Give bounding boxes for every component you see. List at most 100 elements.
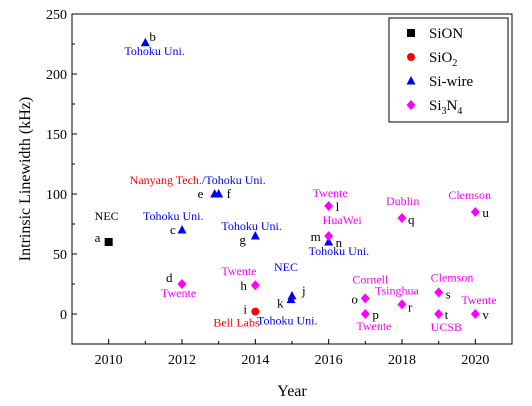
legend-text: Si (429, 98, 442, 114)
point-label-u: Clemson (448, 188, 491, 202)
marker-siwire-c (177, 225, 187, 234)
legend-text: Si-wire (429, 74, 474, 90)
point-label-c: Tohoku Uni. (143, 209, 204, 223)
marker-si3n4-q (397, 213, 407, 223)
point-letter-p: p (372, 307, 379, 322)
point-label-h: Twente (221, 264, 256, 278)
point-label-a: NEC (95, 209, 119, 223)
point-label-g: Tohoku Uni. (221, 219, 281, 233)
marker-si3n4-u (470, 207, 480, 217)
annotation-part-a: Nanyang Tech. (130, 173, 202, 187)
point-letter-f: f (227, 186, 232, 201)
marker-sio2-i (251, 307, 260, 316)
y-tick-label-200: 200 (46, 68, 67, 83)
point-label-s: Clemson (431, 270, 474, 284)
legend-subscript: 3 (442, 106, 447, 117)
point-letter-h: h (240, 278, 247, 293)
point-label-o: Cornell (352, 272, 389, 286)
axis-ticks: 2010 2012 2014 2016 2018 2020 0 50 100 150 200 250 (46, 8, 513, 368)
annotation-nanyang: Nanyang Tech./Tohoku Uni. (130, 173, 266, 187)
point-letter-r: r (408, 299, 413, 314)
point-letter-e: e (198, 186, 204, 201)
point-label-b: Tohoku Uni. (124, 44, 185, 58)
marker-siwire-n (324, 237, 334, 246)
marker-siwire-k (286, 294, 296, 304)
marker-si3n4-t (434, 309, 444, 319)
point-label-m: HuaWei (323, 213, 363, 227)
point-label-l: Twente (313, 186, 348, 200)
point-label-n: Tohoku Uni. (309, 244, 370, 258)
legend-marker-si3n4 (406, 100, 416, 110)
y-tick-label-250: 250 (46, 8, 67, 23)
legend-label-sio2: SiO2 (429, 50, 457, 69)
legend-label-si3n4: Si3N4 (429, 98, 462, 117)
legend-text: SiON (429, 26, 463, 42)
y-tick-label-50: 50 (53, 248, 67, 263)
legend-marker-siwire (406, 76, 416, 85)
point-letter-n: n (336, 235, 343, 250)
point-label-t: UCSB (431, 320, 462, 334)
y-tick-label-150: 150 (46, 128, 67, 143)
marker-si3n4-s (434, 287, 444, 298)
data-points (104, 37, 480, 319)
point-letter-m: m (311, 229, 321, 244)
point-label-i: Bell Labs (213, 316, 260, 330)
marker-si3n4-p (360, 309, 370, 319)
point-label-p: Twente (356, 319, 391, 333)
point-label-q: Dublin (386, 194, 419, 208)
point-letter-v: v (482, 307, 489, 322)
x-axis-label: Year (277, 383, 307, 400)
legend-text-tail: N (447, 98, 458, 114)
point-letter-a: a (95, 230, 101, 245)
x-tick-label-2014: 2014 (241, 353, 269, 368)
marker-si3n4-r (397, 299, 407, 310)
point-letter-o: o (351, 291, 358, 306)
point-label-k: Tohoku Uni. (257, 314, 318, 328)
point-label-j: NEC (274, 260, 298, 274)
point-label-r: Tsinghua (375, 283, 419, 297)
point-letter-g: g (239, 232, 246, 247)
legend-marker-sio2 (407, 53, 415, 61)
marker-si3n4-m (324, 231, 334, 241)
point-letter-q: q (408, 212, 415, 227)
point-letter-j: j (301, 283, 306, 298)
y-tick-label-0: 0 (60, 308, 67, 323)
y-axis-label: Intrinsic Linewidth (kHz) (17, 97, 34, 261)
x-tick-label-2020: 2020 (461, 353, 489, 368)
annotation-part-b: /Tohoku Uni. (202, 173, 266, 187)
point-label-v: Twente (461, 293, 496, 307)
legend-label-siwire: Si-wire (429, 74, 474, 90)
legend-subscript-2: 4 (457, 106, 462, 117)
point-letter-d: d (166, 270, 173, 285)
marker-siwire-b (140, 37, 150, 47)
legend-text: SiO (429, 50, 453, 66)
x-tick-label-2018: 2018 (388, 353, 416, 368)
legend-label-sion: SiON (429, 26, 463, 42)
x-tick-label-2012: 2012 (168, 353, 196, 368)
x-tick-label-2010: 2010 (95, 353, 123, 368)
legend-subscript: 2 (452, 58, 457, 69)
point-letter-l: l (336, 199, 340, 214)
legend-marker-sion (407, 29, 415, 37)
marker-siwire-f (214, 189, 224, 198)
point-letter-k: k (277, 296, 284, 311)
point-letter-u: u (482, 205, 489, 220)
point-letter-c: c (170, 222, 176, 237)
point-letter-b: b (149, 29, 156, 44)
y-tick-label-100: 100 (46, 188, 67, 203)
marker-si3n4-o (360, 293, 370, 304)
point-label-d: Twente (161, 286, 196, 300)
point-letter-i: i (243, 302, 247, 317)
marker-si3n4-l (324, 201, 334, 211)
point-letter-s: s (446, 286, 451, 301)
point-letter-t: t (445, 307, 449, 322)
marker-si3n4-d (177, 279, 187, 289)
marker-sion-a (104, 238, 113, 246)
marker-siwire-g (250, 231, 260, 240)
x-tick-label-2016: 2016 (315, 353, 343, 368)
marker-si3n4-v (470, 309, 480, 319)
marker-si3n4-h (250, 280, 260, 291)
